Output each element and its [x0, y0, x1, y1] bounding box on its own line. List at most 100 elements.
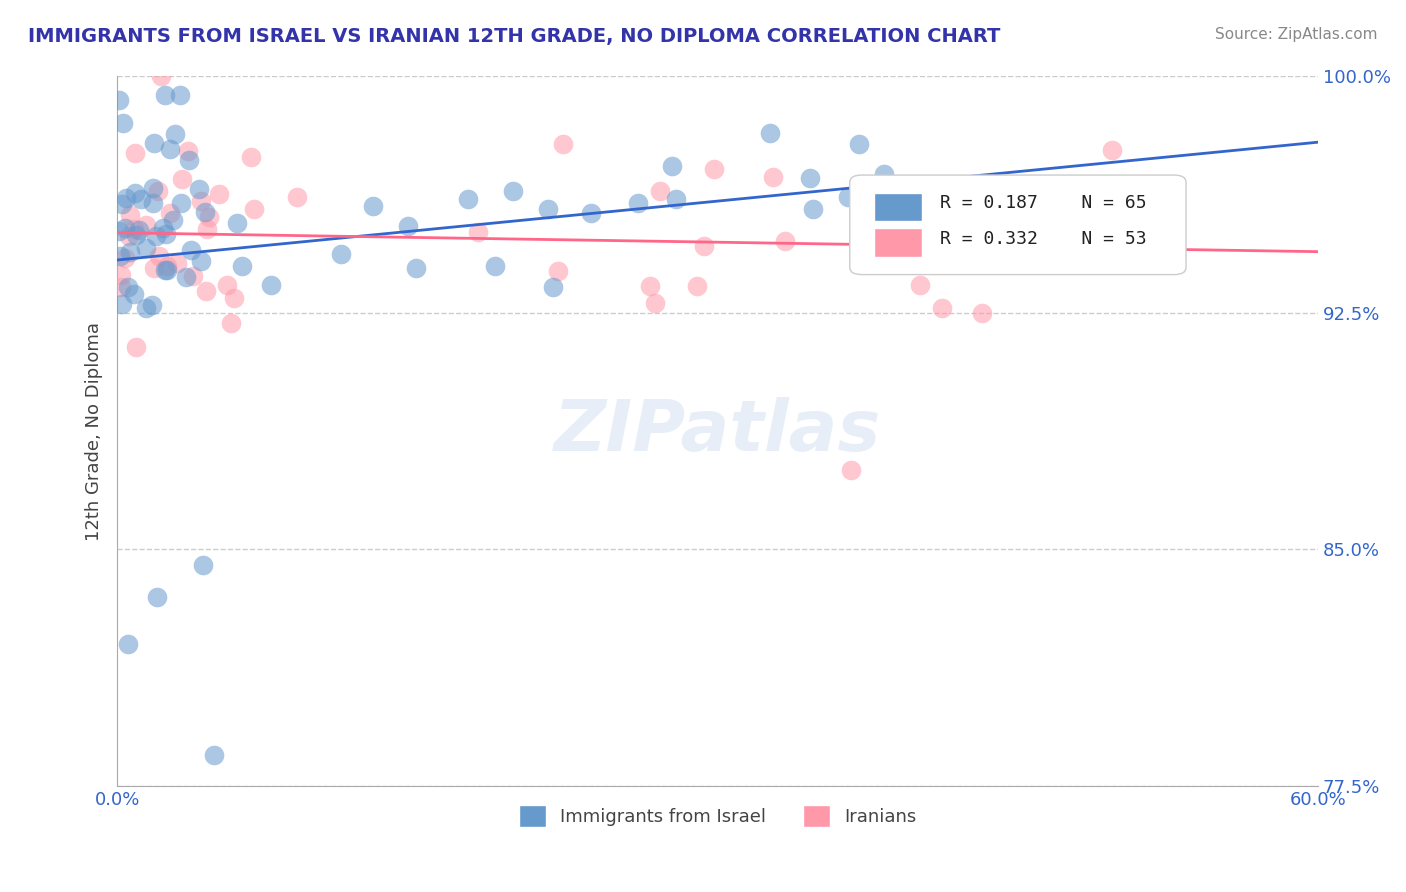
Point — [120, 208, 142, 222]
Point — [661, 159, 683, 173]
Point — [931, 301, 953, 316]
Point — [837, 190, 859, 204]
Point — [484, 260, 506, 274]
Point — [145, 228, 167, 243]
Point — [799, 171, 821, 186]
Point — [143, 136, 166, 150]
Point — [108, 94, 131, 108]
Point — [166, 256, 188, 270]
Point — [112, 116, 135, 130]
Point — [581, 206, 603, 220]
Point — [108, 248, 131, 262]
Point — [188, 182, 211, 196]
Point — [194, 285, 217, 299]
Point — [363, 199, 385, 213]
Y-axis label: 12th Grade, No Diploma: 12th Grade, No Diploma — [86, 321, 103, 541]
Point — [195, 222, 218, 236]
Point — [224, 291, 246, 305]
Point — [118, 245, 141, 260]
Point — [219, 316, 242, 330]
Point — [111, 297, 134, 311]
Point — [285, 190, 308, 204]
Point — [143, 261, 166, 276]
Point — [115, 191, 138, 205]
Point — [208, 186, 231, 201]
Point — [159, 206, 181, 220]
Point — [226, 216, 249, 230]
Text: IMMIGRANTS FROM ISRAEL VS IRANIAN 12TH GRADE, NO DIPLOMA CORRELATION CHART: IMMIGRANTS FROM ISRAEL VS IRANIAN 12TH G… — [28, 27, 1001, 45]
Point — [648, 184, 671, 198]
Point — [204, 747, 226, 762]
Point — [159, 142, 181, 156]
Point — [1150, 181, 1173, 195]
Point — [155, 227, 177, 241]
Point — [146, 590, 169, 604]
Point — [231, 259, 253, 273]
Point — [129, 192, 152, 206]
Point — [110, 280, 132, 294]
Point — [190, 194, 212, 208]
Point — [165, 127, 187, 141]
Point — [396, 219, 419, 233]
Point — [551, 137, 574, 152]
Text: Source: ZipAtlas.com: Source: ZipAtlas.com — [1215, 27, 1378, 42]
Point — [900, 219, 922, 233]
Point — [170, 195, 193, 210]
Point — [970, 306, 993, 320]
Point — [239, 150, 262, 164]
Point — [993, 236, 1015, 251]
Point — [198, 210, 221, 224]
Point — [873, 167, 896, 181]
Point — [215, 277, 238, 292]
Point — [644, 296, 666, 310]
Point — [762, 169, 785, 184]
Point — [156, 259, 179, 273]
Point — [405, 261, 427, 276]
Point — [1101, 143, 1123, 157]
Point — [547, 264, 569, 278]
Point — [866, 230, 889, 244]
Point — [638, 278, 661, 293]
Point — [775, 234, 797, 248]
Point — [114, 251, 136, 265]
Text: ZIPatlas: ZIPatlas — [554, 397, 882, 466]
Point — [142, 196, 165, 211]
Point — [156, 263, 179, 277]
Point — [627, 196, 650, 211]
Point — [150, 69, 173, 83]
FancyBboxPatch shape — [849, 175, 1187, 275]
Point — [329, 247, 352, 261]
Point — [170, 171, 193, 186]
Point — [124, 145, 146, 160]
Point — [110, 268, 132, 282]
Point — [839, 463, 862, 477]
Point — [142, 181, 165, 195]
Point — [125, 340, 148, 354]
Point — [467, 225, 489, 239]
Point — [803, 202, 825, 216]
Point — [1108, 243, 1130, 257]
Text: R = 0.187    N = 65: R = 0.187 N = 65 — [939, 194, 1146, 212]
Point — [155, 88, 177, 103]
Point — [183, 268, 205, 283]
Point — [169, 88, 191, 103]
Point — [1018, 198, 1040, 212]
Point — [686, 279, 709, 293]
Point — [128, 222, 150, 236]
Point — [141, 298, 163, 312]
Point — [191, 558, 214, 573]
Point — [190, 254, 212, 268]
Point — [703, 162, 725, 177]
Point — [665, 192, 688, 206]
Point — [108, 223, 131, 237]
Point — [114, 220, 136, 235]
Text: R = 0.332    N = 53: R = 0.332 N = 53 — [939, 230, 1146, 248]
Point — [111, 197, 134, 211]
Point — [243, 202, 266, 217]
Point — [759, 126, 782, 140]
FancyBboxPatch shape — [873, 193, 922, 221]
Point — [177, 144, 200, 158]
Point — [502, 184, 524, 198]
Point — [135, 242, 157, 256]
Point — [124, 186, 146, 201]
